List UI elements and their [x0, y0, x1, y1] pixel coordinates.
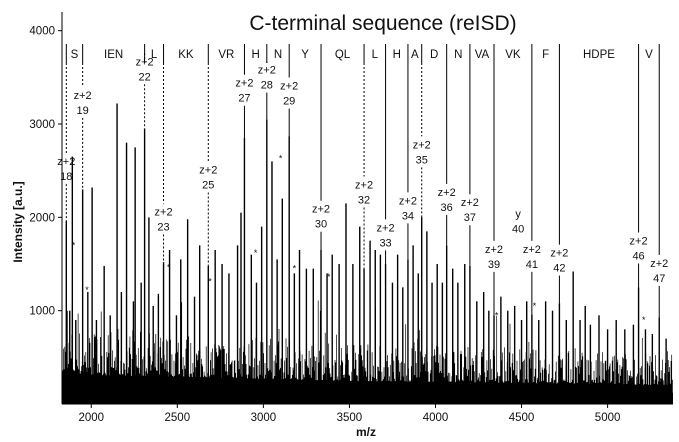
ion-number-label-9: 32	[358, 194, 370, 206]
ion-number-label-6: 28	[261, 80, 273, 92]
x-tick-label: 4500	[509, 412, 535, 424]
ion-type-label-8: z+2	[312, 204, 330, 216]
ion-number-label-8: 30	[315, 219, 327, 231]
peak-marker-8: *	[495, 310, 499, 320]
ion-type-label-17: z+2	[523, 244, 541, 256]
sequence-residue-4: VR	[218, 49, 234, 61]
peak-marker-9: *	[533, 301, 537, 311]
peak-marker-0: *	[72, 240, 76, 250]
x-tick-label: 3500	[337, 412, 363, 424]
peak-marker-3: *	[208, 277, 212, 287]
x-axis-title: m/z	[356, 425, 376, 439]
sequence-residue-1: IEN	[104, 49, 123, 61]
ion-type-label-7: z+2	[280, 81, 298, 93]
y-axis-title: Intensity [a.u.]	[11, 181, 25, 262]
ion-type-label-13: z+2	[438, 187, 456, 199]
axes-layer: 1000 2000 3000 4000 2000 2500 3000 3500 4000 4500…	[29, 12, 673, 424]
ion-number-label-3: 23	[157, 222, 169, 234]
ion-number-label-13: 36	[441, 202, 453, 214]
peak-marker-7: *	[327, 272, 331, 282]
ion-number-label-20: 47	[653, 273, 665, 285]
ion-annotation-layer: z+2 18 z+2 19 z+2 22 z+2 23 z+2 25 z+2 27 z+2 28 z+2 29…	[57, 53, 668, 325]
x-tick-label: 3000	[251, 412, 277, 424]
sequence-residue-7: Y	[301, 49, 309, 61]
sequence-residue-8: QL	[335, 49, 351, 61]
sequence-ladder-layer: S IEN L KK VR H N Y QL L H A D N VA VK F HDPE V	[65, 44, 660, 63]
y-tick-label: 3000	[29, 119, 55, 131]
sequence-residue-0: S	[71, 49, 79, 61]
ion-type-label-4: z+2	[199, 165, 217, 177]
sequence-residue-3: KK	[178, 49, 194, 61]
ion-type-label-6: z+2	[258, 65, 276, 77]
y-tick-label: 4000	[29, 26, 55, 38]
ion-number-label-15: 39	[488, 259, 500, 271]
ion-type-label-11: z+2	[399, 195, 417, 207]
sequence-residue-14: VA	[475, 49, 490, 61]
sequence-residue-12: D	[430, 49, 438, 61]
ion-number-label-5: 27	[238, 93, 250, 105]
ion-number-label-11: 34	[402, 210, 414, 222]
ion-number-label-12: 35	[416, 154, 428, 166]
x-tick-label: 4000	[423, 412, 449, 424]
ion-type-label-5: z+2	[235, 78, 253, 90]
ion-type-label-10: z+2	[377, 222, 395, 234]
ion-type-label-14: z+2	[461, 197, 479, 209]
ion-type-label-9: z+2	[355, 179, 373, 191]
sequence-residue-5: H	[251, 49, 259, 61]
ion-type-label-16: y	[515, 208, 521, 220]
ion-type-label-18: z+2	[550, 248, 568, 260]
ion-type-label-12: z+2	[413, 139, 431, 151]
peak-marker-10: *	[642, 315, 646, 325]
sequence-residue-13: N	[454, 49, 462, 61]
peak-marker-4: *	[254, 248, 258, 258]
ion-number-label-17: 41	[526, 259, 538, 271]
ion-type-label-15: z+2	[485, 244, 503, 256]
ion-number-label-0: 18	[60, 171, 72, 183]
ion-type-label-0: z+2	[57, 156, 75, 168]
ion-number-label-14: 37	[464, 212, 476, 224]
ion-number-label-1: 19	[77, 105, 89, 117]
sequence-residue-15: VK	[505, 49, 521, 61]
sequence-residue-18: V	[645, 49, 653, 61]
chart-title: C-terminal sequence (reISD)	[249, 12, 516, 35]
x-tick-label: 2500	[165, 412, 191, 424]
spectrum-peaks-layer	[65, 103, 667, 404]
peak-marker-1: *	[85, 285, 89, 295]
ion-type-label-3: z+2	[155, 207, 173, 219]
sequence-residue-10: H	[393, 49, 401, 61]
y-tick-label: 1000	[29, 306, 55, 318]
ion-number-label-4: 25	[202, 180, 214, 192]
ion-number-label-18: 42	[553, 263, 565, 275]
ion-number-label-19: 46	[632, 250, 644, 262]
sequence-residue-2: L	[151, 49, 158, 61]
ion-type-label-20: z+2	[650, 258, 668, 270]
sequence-residue-17: HDPE	[583, 49, 615, 61]
ion-number-label-2: 22	[138, 71, 150, 83]
sequence-residue-6: N	[274, 49, 282, 61]
sequence-residue-11: A	[411, 49, 419, 61]
ion-type-label-19: z+2	[630, 235, 648, 247]
x-tick-label: 5000	[595, 412, 621, 424]
peak-marker-6: *	[293, 264, 297, 274]
x-tick-label: 2000	[78, 412, 104, 424]
y-tick-label: 2000	[29, 212, 55, 224]
sequence-residue-9: L	[372, 49, 379, 61]
ion-number-label-16: 40	[512, 223, 524, 235]
peak-marker-2: *	[167, 263, 171, 273]
ion-type-label-1: z+2	[74, 90, 92, 102]
ion-number-label-7: 29	[283, 96, 295, 108]
sequence-residue-16: F	[542, 49, 549, 61]
ion-number-label-10: 33	[379, 237, 391, 249]
peak-marker-5: *	[279, 154, 283, 164]
